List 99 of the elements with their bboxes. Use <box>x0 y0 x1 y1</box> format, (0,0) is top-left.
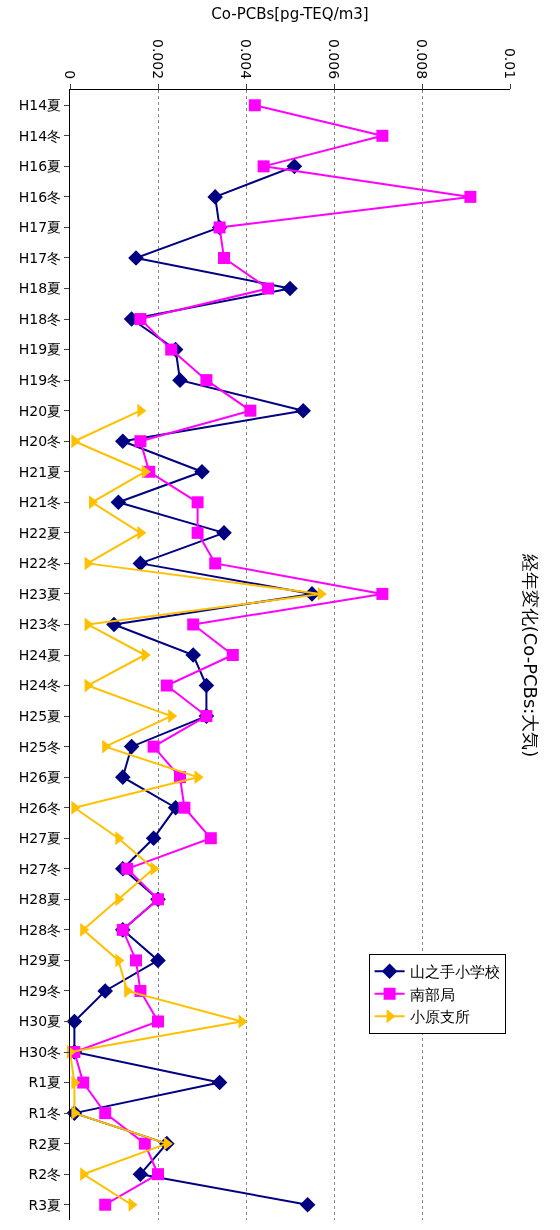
y-tick-label: H21夏 <box>18 463 62 480</box>
x-axis-title: Co-PCBs[pg-TEQ/m3] <box>211 5 369 24</box>
y-tick-label: H28冬 <box>18 921 62 938</box>
y-tick-label: H23冬 <box>18 616 62 633</box>
y-tick-label: H17夏 <box>18 219 62 236</box>
point <box>282 280 298 297</box>
point <box>187 618 200 631</box>
y-tick-label: H17冬 <box>18 249 62 266</box>
point <box>172 372 188 388</box>
y-tick-label: H27冬 <box>18 860 62 877</box>
y-tick-label: H30夏 <box>18 1013 62 1030</box>
y-tick-label: H27夏 <box>18 830 62 847</box>
y-tick-label: H25冬 <box>18 738 62 755</box>
point <box>248 99 261 112</box>
point <box>218 251 230 264</box>
y-tick-label: R2冬 <box>28 1166 62 1183</box>
point <box>257 160 270 173</box>
point <box>194 463 210 480</box>
point <box>204 832 217 845</box>
point <box>99 1107 112 1120</box>
legend-label: 南部局 <box>409 985 455 1004</box>
point <box>123 738 140 755</box>
y-tick-label: H25夏 <box>18 707 62 724</box>
point <box>464 190 477 203</box>
point <box>121 862 134 875</box>
point <box>198 677 215 694</box>
point <box>130 954 142 967</box>
y-tick-label: H20冬 <box>18 433 62 450</box>
y-tick-label: H18夏 <box>18 280 62 297</box>
point <box>299 1196 316 1213</box>
legend-label: 山之手小学校 <box>409 963 500 982</box>
x-tick-label: 0 <box>62 70 79 80</box>
x-tick-label: 0.008 <box>414 39 431 80</box>
y-tick-label: H14夏 <box>18 97 62 114</box>
y-tick-label: H22冬 <box>18 555 62 572</box>
y-tick-label: R1夏 <box>28 1074 62 1091</box>
x-tick-label: 0.004 <box>238 39 255 80</box>
point <box>209 557 222 570</box>
point <box>110 494 127 511</box>
x-tick-label: 0.006 <box>326 39 343 80</box>
y-tick-label: H16夏 <box>18 158 62 175</box>
point <box>147 740 160 753</box>
y-tick-label: H26冬 <box>18 799 62 816</box>
y-tick-label: R1冬 <box>28 1105 62 1122</box>
y-tick-label: H30冬 <box>18 1043 62 1060</box>
y-tick-label: H24冬 <box>18 677 62 694</box>
point <box>244 404 257 417</box>
point <box>150 952 166 969</box>
point <box>152 1015 164 1028</box>
point <box>152 1168 164 1181</box>
point <box>132 1166 149 1182</box>
point <box>132 555 149 572</box>
y-tick-label: H28夏 <box>18 891 62 908</box>
y-tick-label: R2夏 <box>28 1135 62 1152</box>
point <box>262 282 274 295</box>
y-tick-label: H18冬 <box>18 310 62 327</box>
point <box>185 647 201 663</box>
point <box>160 679 173 692</box>
point <box>207 189 223 205</box>
x-tick-label: 0.002 <box>150 39 167 80</box>
point <box>99 1198 112 1211</box>
legend-label: 小原支所 <box>409 1008 470 1027</box>
y-tick-label: R3夏 <box>28 1196 62 1213</box>
y-tick-label: H21冬 <box>18 494 62 511</box>
point <box>191 526 204 539</box>
point <box>226 649 239 661</box>
point <box>141 648 151 662</box>
point <box>115 433 131 450</box>
y-tick-label: H24夏 <box>18 646 62 663</box>
x-tick-label: 0.01 <box>502 47 519 80</box>
y-tick-label: H19冬 <box>18 372 62 389</box>
point <box>145 830 162 847</box>
point <box>128 250 144 266</box>
y-tick-label: H16冬 <box>18 188 62 205</box>
point <box>138 1137 151 1150</box>
point <box>134 435 147 448</box>
y-tick-label: H20夏 <box>18 402 62 419</box>
point <box>165 343 178 356</box>
point <box>200 374 213 387</box>
point <box>134 313 147 326</box>
point <box>295 402 311 419</box>
y-tick-label: H14冬 <box>18 127 62 144</box>
y-tick-label: H22夏 <box>18 524 62 541</box>
y-tick-label: H19夏 <box>18 341 62 358</box>
point <box>376 129 389 142</box>
y-tick-label: H29冬 <box>18 982 62 999</box>
y-tick-label: H29夏 <box>18 952 62 969</box>
y-tick-label: H23夏 <box>18 585 62 602</box>
point <box>178 801 191 814</box>
point <box>376 587 389 600</box>
y-tick-label: H26夏 <box>18 769 62 786</box>
point <box>216 525 232 541</box>
point <box>124 984 134 998</box>
point <box>211 1074 228 1091</box>
point <box>191 496 204 509</box>
text: 経年変化(Co-PCBs:大気) <box>520 552 542 758</box>
point <box>115 769 131 785</box>
point <box>77 1076 90 1089</box>
point <box>97 983 113 999</box>
